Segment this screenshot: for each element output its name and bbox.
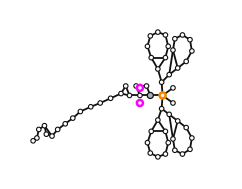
Circle shape xyxy=(171,137,175,141)
Circle shape xyxy=(163,33,168,37)
Circle shape xyxy=(175,119,180,123)
Circle shape xyxy=(89,105,93,109)
Circle shape xyxy=(156,30,160,34)
Circle shape xyxy=(70,116,75,120)
Circle shape xyxy=(31,139,35,143)
Circle shape xyxy=(127,93,132,98)
Circle shape xyxy=(163,152,168,156)
Circle shape xyxy=(184,59,189,64)
Circle shape xyxy=(173,36,177,41)
Circle shape xyxy=(184,125,189,130)
Circle shape xyxy=(167,112,172,117)
Circle shape xyxy=(171,101,175,105)
Circle shape xyxy=(138,93,142,98)
Circle shape xyxy=(159,80,164,84)
Circle shape xyxy=(98,101,102,105)
Circle shape xyxy=(159,92,166,98)
Circle shape xyxy=(156,118,160,122)
Circle shape xyxy=(123,84,128,88)
Circle shape xyxy=(189,49,194,53)
Circle shape xyxy=(173,148,177,153)
Circle shape xyxy=(159,106,164,111)
Circle shape xyxy=(189,136,194,140)
Circle shape xyxy=(171,86,175,90)
Circle shape xyxy=(188,147,192,152)
Circle shape xyxy=(37,127,41,132)
Circle shape xyxy=(180,33,185,37)
Circle shape xyxy=(145,44,150,49)
Circle shape xyxy=(50,134,54,138)
Circle shape xyxy=(35,136,39,140)
Circle shape xyxy=(188,37,192,42)
Circle shape xyxy=(171,48,175,52)
Circle shape xyxy=(147,92,153,98)
Circle shape xyxy=(148,34,152,38)
Circle shape xyxy=(78,109,83,114)
Circle shape xyxy=(166,44,171,49)
Circle shape xyxy=(163,55,168,60)
Circle shape xyxy=(63,122,68,126)
Circle shape xyxy=(148,151,152,155)
Circle shape xyxy=(55,127,60,132)
Circle shape xyxy=(134,84,138,88)
Circle shape xyxy=(42,123,47,128)
Circle shape xyxy=(180,152,185,156)
Circle shape xyxy=(156,67,160,71)
Circle shape xyxy=(137,85,143,91)
Circle shape xyxy=(166,140,171,145)
Circle shape xyxy=(175,66,180,70)
Circle shape xyxy=(44,132,49,136)
Circle shape xyxy=(144,84,149,88)
Circle shape xyxy=(137,100,143,106)
Circle shape xyxy=(108,96,113,101)
Circle shape xyxy=(145,140,150,145)
Circle shape xyxy=(156,155,160,159)
Circle shape xyxy=(149,129,153,134)
Circle shape xyxy=(167,72,172,77)
Circle shape xyxy=(119,91,123,96)
Circle shape xyxy=(149,55,153,60)
Circle shape xyxy=(163,129,168,134)
